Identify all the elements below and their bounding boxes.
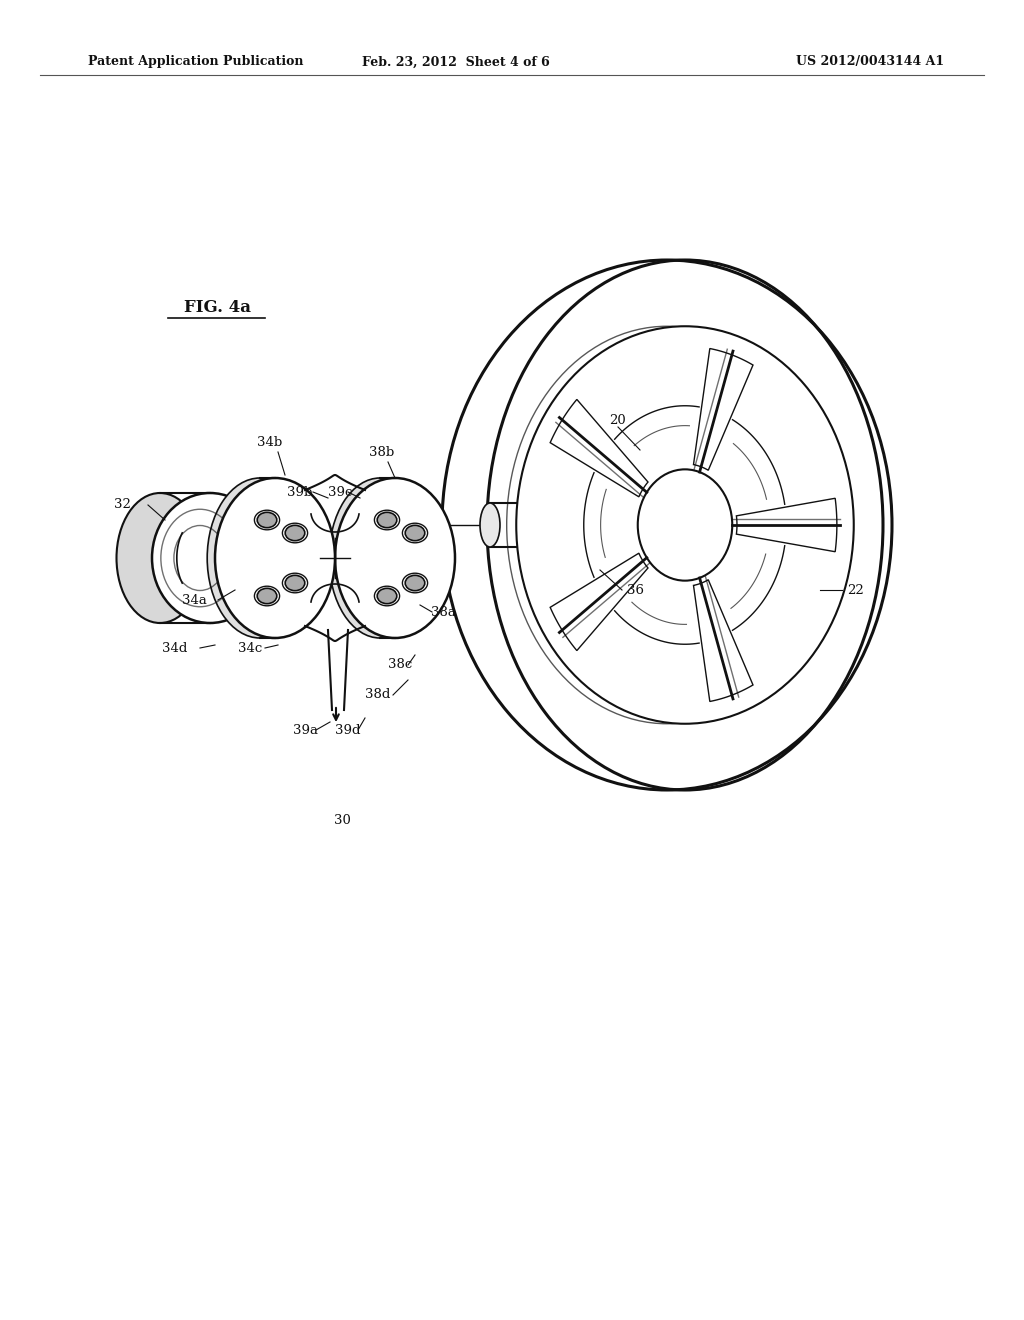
Polygon shape [693,579,753,701]
Polygon shape [693,348,753,470]
Text: US 2012/0043144 A1: US 2012/0043144 A1 [796,55,944,69]
Text: 32: 32 [114,499,130,511]
Text: 36: 36 [627,583,643,597]
Text: 38d: 38d [366,689,391,701]
Ellipse shape [377,512,397,528]
Text: 34b: 34b [257,437,283,450]
Ellipse shape [117,492,204,623]
Text: 22: 22 [847,583,863,597]
Text: 34a: 34a [181,594,207,606]
Text: FIG. 4a: FIG. 4a [184,300,252,317]
Ellipse shape [257,512,276,528]
Text: 34d: 34d [163,642,187,655]
Ellipse shape [406,576,425,591]
Text: 30: 30 [334,813,350,826]
Polygon shape [736,498,837,552]
Text: 39a: 39a [294,723,318,737]
Ellipse shape [480,503,500,546]
Text: Patent Application Publication: Patent Application Publication [88,55,303,69]
Ellipse shape [286,576,305,591]
Ellipse shape [257,589,276,603]
Text: 39d: 39d [335,723,360,737]
Ellipse shape [335,478,455,638]
Polygon shape [550,400,648,496]
Ellipse shape [516,326,854,723]
Text: Feb. 23, 2012  Sheet 4 of 6: Feb. 23, 2012 Sheet 4 of 6 [362,55,550,69]
Ellipse shape [286,525,305,541]
Text: 39c: 39c [328,486,352,499]
Text: 20: 20 [609,413,627,426]
Text: 34c: 34c [238,642,262,655]
Text: 39b: 39b [288,486,312,499]
Polygon shape [550,553,648,651]
Ellipse shape [638,470,732,581]
Text: 38c: 38c [388,659,412,672]
Ellipse shape [215,478,335,638]
Ellipse shape [152,492,268,623]
Ellipse shape [406,525,425,541]
Ellipse shape [207,478,312,638]
Text: 38b: 38b [370,446,394,459]
Ellipse shape [377,589,397,603]
Ellipse shape [329,478,431,638]
Text: 38a: 38a [430,606,456,619]
